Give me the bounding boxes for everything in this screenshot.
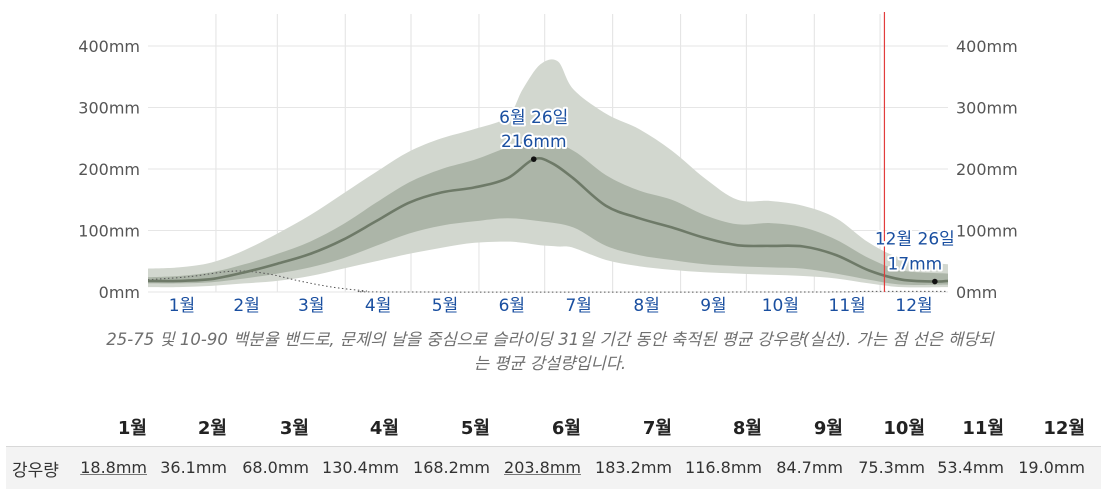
table-cell-value: 203.8mm (504, 458, 581, 477)
rainfall-chart: 0mm 100mm 200mm 300mm 400mm 0mm 100mm 200mm 300… (78, 12, 1018, 316)
y-tick-label-right: 300mm (956, 99, 1018, 118)
month-label: 9월 (700, 296, 726, 316)
percentile-bands (148, 59, 948, 288)
row-label-rainfall: 강우량 (12, 461, 59, 481)
mean-rainfall-line (147, 156, 949, 283)
series-lines (147, 12, 949, 293)
table-header-month: 8월 (732, 418, 762, 439)
table-header-month: 4월 (369, 418, 399, 439)
table-cell-value: 130.4mm (322, 458, 399, 477)
y-tick-label-left: 0mm (99, 283, 140, 302)
table-cell-value: 183.2mm (595, 458, 672, 477)
band-25-75 (148, 138, 948, 285)
table-header-month: 1월 (117, 418, 147, 439)
month-label: 4월 (365, 296, 391, 316)
table-header-month: 5월 (460, 418, 490, 439)
annotation-dot (530, 156, 537, 162)
table-cell-value: 19.0mm (1018, 458, 1085, 477)
table-header-month: 6월 (551, 418, 581, 439)
table-header-month: 11월 (962, 418, 1004, 439)
table-cell-value: 168.2mm (413, 458, 490, 477)
table-cell-value: 75.3mm (858, 458, 925, 477)
annotation-date: 6월 26일 (499, 108, 568, 128)
table-row (6, 446, 1101, 489)
table-header-month: 9월 (813, 418, 843, 439)
month-label: 8월 (633, 296, 659, 316)
y-tick-label-left: 300mm (78, 99, 140, 118)
y-tick-label-left: 400mm (78, 37, 140, 56)
annotation-date: 12월 26일 (875, 230, 955, 250)
y-tick-label-left: 100mm (78, 222, 140, 241)
month-label: 7월 (565, 296, 591, 316)
month-label: 3월 (298, 296, 324, 316)
y-axis-right: 0mm 100mm 200mm 300mm 400mm (956, 37, 1018, 302)
month-label: 10월 (762, 296, 799, 316)
month-label: 2월 (233, 296, 259, 316)
y-tick-label-right: 400mm (956, 37, 1018, 56)
table-header-month: 12월 (1043, 418, 1085, 439)
table-cell-value: 18.8mm (80, 458, 147, 477)
table-cell-value: 53.4mm (937, 458, 1004, 477)
month-label: 5월 (432, 296, 458, 316)
month-label: 6월 (499, 296, 525, 316)
table-header-month: 7월 (642, 418, 672, 439)
y-axis-left: 0mm 100mm 200mm 300mm 400mm (78, 37, 140, 302)
annotation-amount: 216mm (501, 132, 567, 152)
y-tick-label-right: 100mm (956, 222, 1018, 241)
month-label: 12월 (895, 296, 932, 316)
month-label: 1월 (169, 296, 195, 316)
table-cell-value: 116.8mm (685, 458, 762, 477)
annotation-dot (932, 278, 938, 285)
table-header-month: 3월 (279, 418, 309, 439)
y-tick-label-left: 200mm (78, 160, 140, 179)
x-axis-months: 1월 2월 3월 4월 5월 6월 7월 8월 9월 10월 11월 12월 (169, 296, 933, 316)
table-cell-value: 68.0mm (242, 458, 309, 477)
table-cell-value: 84.7mm (776, 458, 843, 477)
table-cell-value: 36.1mm (160, 458, 227, 477)
table-header-month: 10월 (883, 418, 925, 439)
annotation-amount: 17mm (887, 255, 942, 275)
y-tick-label-right: 200mm (956, 160, 1018, 179)
annotations: 6월 26일 216mm 12월 26일 17mm (497, 106, 957, 285)
chart-caption: 25-75 및 10-90 백분율 밴드로, 문제의 날을 중심으로 슬라이딩 … (106, 330, 994, 373)
table-header-month: 2월 (197, 418, 227, 439)
y-tick-label-right: 0mm (956, 283, 997, 302)
month-label: 11월 (829, 296, 866, 316)
